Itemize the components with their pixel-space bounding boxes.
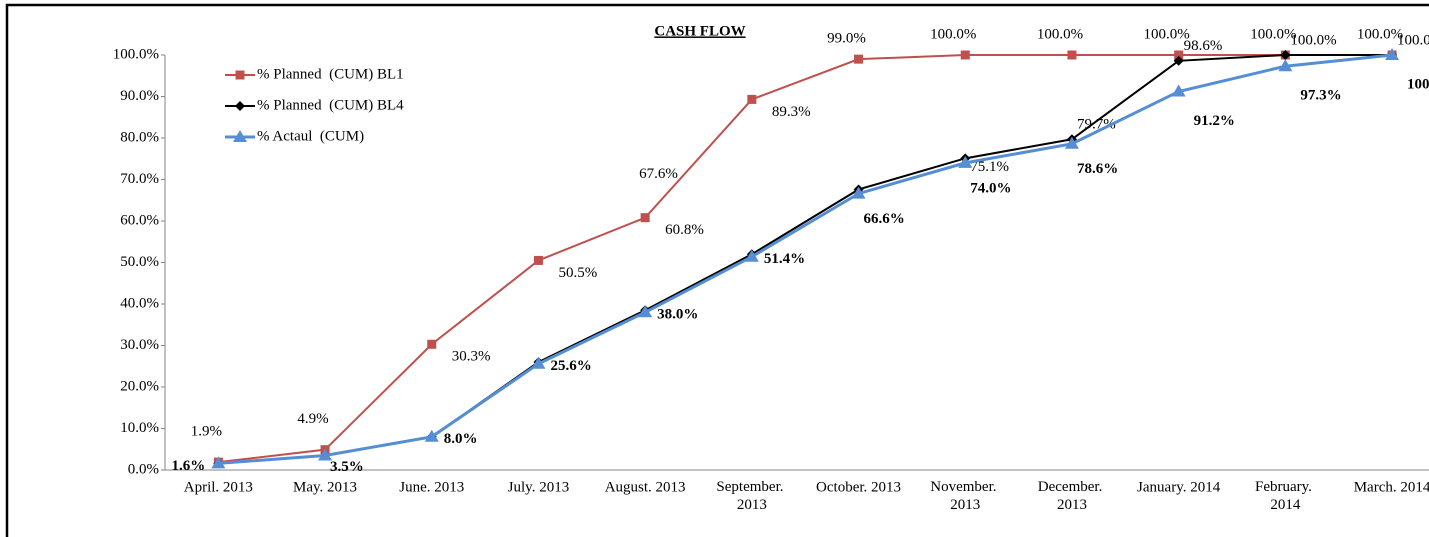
marker	[424, 429, 439, 442]
data-label: 100.0%	[1250, 26, 1296, 42]
marker	[960, 50, 970, 60]
data-label: 51.4%	[764, 251, 805, 267]
data-label: 78.6%	[1077, 161, 1118, 177]
marker	[211, 456, 226, 469]
y-tick-label: 60.0%	[120, 212, 159, 228]
x-tick-label: February. 2014	[1255, 479, 1316, 513]
marker	[640, 213, 650, 223]
data-label: 67.6%	[639, 166, 678, 182]
legend-marker	[233, 130, 247, 142]
data-label: 30.3%	[452, 349, 491, 365]
data-label: 97.3%	[1300, 88, 1341, 104]
data-label: 98.6%	[1184, 38, 1223, 54]
data-label: 74.0%	[970, 180, 1011, 196]
marker	[1278, 59, 1293, 72]
data-label: 1.6%	[171, 458, 205, 474]
series-line	[218, 54, 1393, 464]
data-label: 1.9%	[191, 424, 222, 440]
marker	[531, 356, 546, 369]
data-label: 100.0%	[1407, 76, 1429, 92]
x-tick-label: May. 2013	[293, 479, 357, 495]
marker	[1173, 55, 1184, 66]
data-label: 4.9%	[297, 411, 328, 427]
data-label: 25.6%	[550, 358, 591, 374]
marker	[533, 255, 543, 265]
marker	[638, 305, 653, 318]
data-label: 100.0%	[1144, 26, 1190, 42]
data-label: 100.0%	[1397, 32, 1429, 48]
marker	[1280, 50, 1291, 60]
y-tick-label: 0.0%	[128, 461, 159, 477]
marker	[427, 339, 437, 349]
marker	[1174, 50, 1184, 60]
y-tick-label: 40.0%	[120, 295, 159, 311]
x-tick-label: January. 2014	[1137, 479, 1221, 495]
marker	[1067, 50, 1077, 60]
data-label: 99.0%	[827, 31, 866, 47]
marker	[851, 186, 866, 199]
data-label: 100.0%	[1290, 32, 1336, 48]
legend: % Planned (CUM) BL1 % Planned (CUM) BL4 % …	[225, 66, 404, 144]
x-tick-label: November. 2013	[930, 479, 1000, 513]
data-label: 100.0%	[930, 26, 976, 42]
y-tick-label: 10.0%	[120, 420, 159, 436]
marker	[1385, 48, 1400, 60]
marker	[747, 94, 757, 104]
data-label: 8.0%	[444, 431, 478, 447]
data-label: 50.5%	[558, 265, 597, 281]
data-label: 3.5%	[330, 459, 364, 475]
marker	[1171, 84, 1186, 97]
marker	[318, 448, 333, 461]
y-tick-label: 70.0%	[120, 171, 159, 187]
x-tick-label: August. 2013	[605, 479, 686, 495]
legend-marker	[235, 101, 245, 111]
x-tick-label: July. 2013	[508, 479, 570, 495]
data-label: 89.3%	[772, 104, 811, 120]
marker	[1064, 136, 1079, 149]
legend-label: % Actaul (CUM)	[257, 128, 364, 144]
marker	[854, 54, 864, 64]
y-tick-label: 50.0%	[120, 254, 159, 270]
data-label: 100.0%	[1037, 26, 1083, 42]
legend-label: % Planned (CUM) BL1	[257, 66, 404, 82]
x-tick-label: October. 2013	[816, 479, 901, 495]
legend-marker	[235, 70, 245, 80]
data-label: 100.0%	[1357, 26, 1403, 42]
x-tick-label: December. 2013	[1038, 479, 1106, 513]
data-label: 66.6%	[864, 211, 905, 227]
y-tick-label: 80.0%	[120, 129, 159, 145]
data-label: 91.2%	[1194, 113, 1235, 129]
x-tick-label: March. 2014	[1354, 479, 1429, 495]
legend-label: % Planned (CUM) BL4	[257, 97, 404, 113]
y-tick-label: 100.0%	[113, 46, 159, 62]
data-label: 60.8%	[665, 222, 704, 238]
y-tick-label: 30.0%	[120, 337, 159, 353]
series-line	[218, 53, 1393, 465]
y-tick-label: 20.0%	[120, 378, 159, 394]
y-tick-label: 90.0%	[120, 88, 159, 104]
marker	[958, 155, 973, 168]
x-tick-label: September. 2013	[716, 479, 787, 513]
data-label: 38.0%	[657, 307, 698, 323]
marker	[744, 249, 759, 262]
x-tick-label: April. 2013	[184, 479, 253, 495]
x-tick-label: June. 2013	[399, 479, 464, 495]
chart-title: CASH FLOW	[654, 23, 745, 39]
data-label: 75.1%	[970, 159, 1009, 175]
